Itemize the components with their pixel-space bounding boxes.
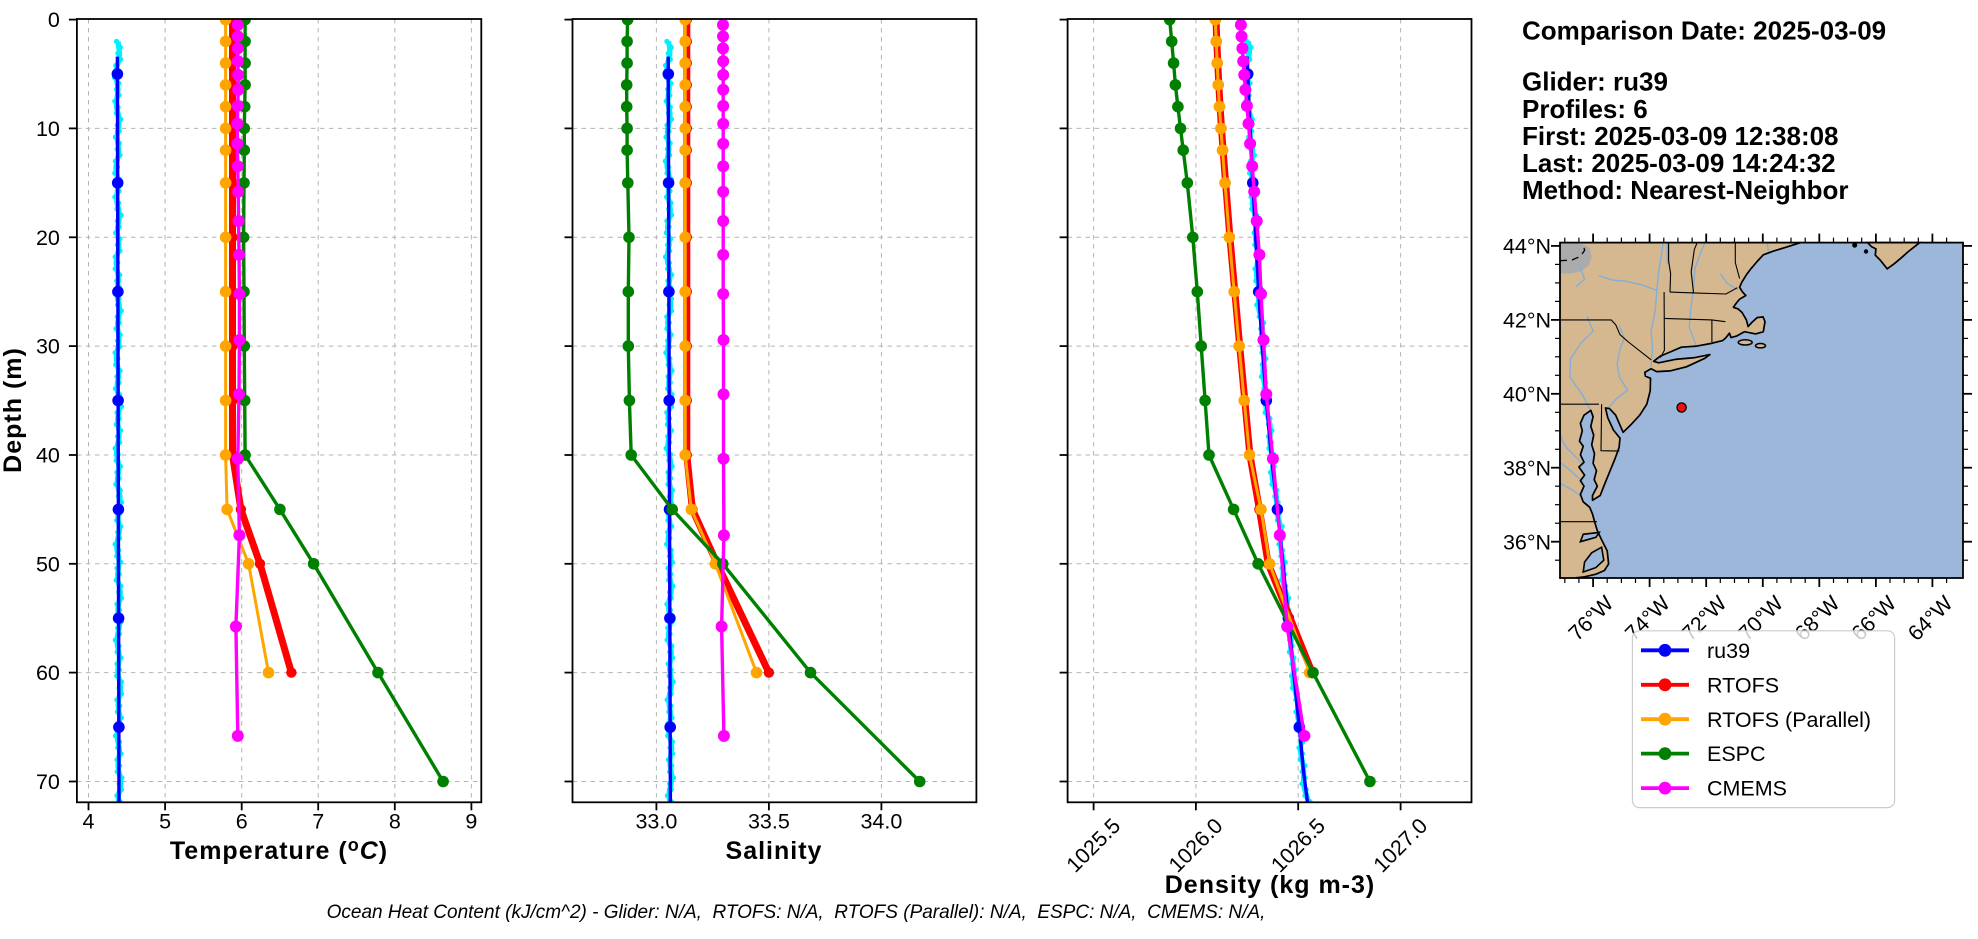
svg-text:38°N: 38°N xyxy=(1503,456,1551,480)
svg-text:0: 0 xyxy=(48,8,60,32)
svg-text:40: 40 xyxy=(36,444,60,468)
svg-text:ru39: ru39 xyxy=(1707,639,1750,663)
svg-text:33.5: 33.5 xyxy=(748,810,790,834)
svg-text:Density (kg m-3): Density (kg m-3) xyxy=(1165,871,1375,899)
svg-text:40°N: 40°N xyxy=(1503,382,1551,406)
svg-text:RTOFS (Parallel): RTOFS (Parallel) xyxy=(1707,708,1871,732)
svg-text:Ocean Heat Content (kJ/cm^2) -: Ocean Heat Content (kJ/cm^2) - Glider: N… xyxy=(327,902,1266,923)
svg-text:8: 8 xyxy=(389,810,401,834)
svg-text:70: 70 xyxy=(36,770,60,794)
svg-text:44°N: 44°N xyxy=(1503,235,1551,259)
svg-text:60: 60 xyxy=(36,661,60,685)
svg-text:Last: 2025-03-09 14:24:32: Last: 2025-03-09 14:24:32 xyxy=(1522,148,1836,178)
svg-text:10: 10 xyxy=(36,117,60,141)
svg-text:42°N: 42°N xyxy=(1503,309,1551,333)
svg-text:CMEMS: CMEMS xyxy=(1707,777,1787,801)
svg-text:7: 7 xyxy=(312,810,324,834)
svg-text:30: 30 xyxy=(36,335,60,359)
svg-text:6: 6 xyxy=(236,810,248,834)
svg-text:34.0: 34.0 xyxy=(860,810,902,834)
svg-text:36°N: 36°N xyxy=(1503,530,1551,554)
svg-text:RTOFS: RTOFS xyxy=(1707,673,1779,697)
svg-text:33.0: 33.0 xyxy=(635,810,677,834)
svg-text:Method: Nearest-Neighbor: Method: Nearest-Neighbor xyxy=(1522,175,1848,205)
svg-text:5: 5 xyxy=(159,810,171,834)
svg-text:ESPC: ESPC xyxy=(1707,742,1766,766)
svg-text:Profiles: 6: Profiles: 6 xyxy=(1522,94,1648,124)
svg-text:4: 4 xyxy=(83,810,95,834)
svg-text:First: 2025-03-09 12:38:08: First: 2025-03-09 12:38:08 xyxy=(1522,121,1839,151)
svg-text:Glider: ru39: Glider: ru39 xyxy=(1522,67,1668,97)
svg-text:9: 9 xyxy=(465,810,477,834)
svg-text:Salinity: Salinity xyxy=(726,837,823,865)
svg-text:20: 20 xyxy=(36,226,60,250)
svg-text:Comparison Date: 2025-03-09: Comparison Date: 2025-03-09 xyxy=(1522,16,1886,46)
svg-text:Depth (m): Depth (m) xyxy=(0,347,27,473)
svg-text:50: 50 xyxy=(36,552,60,576)
